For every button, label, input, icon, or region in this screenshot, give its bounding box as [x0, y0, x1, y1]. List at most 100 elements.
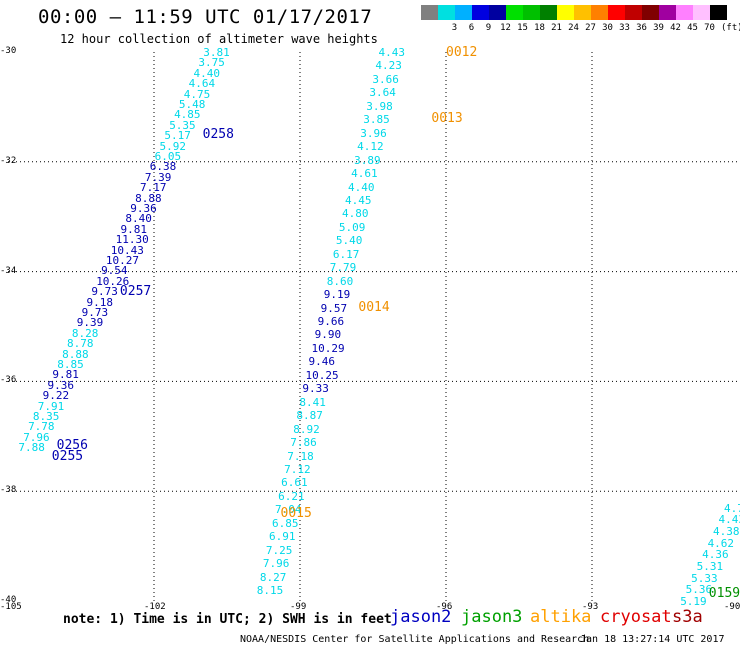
satellite-name: altika	[530, 607, 592, 627]
satellite-name: s3a	[672, 607, 703, 627]
lat-tick-label: -36	[0, 375, 17, 386]
timestamp-text: Jan 18 13:27:14 UTC 2017	[580, 634, 725, 645]
wave-height-label: 7.04	[275, 503, 302, 517]
lon-tick-label: -93	[582, 602, 599, 612]
wave-height-label: 7.96	[262, 557, 290, 571]
wave-height-label: 6.91	[268, 530, 296, 544]
wave-height-label: 9.66	[317, 315, 345, 328]
wave-height-label: 8.41	[299, 395, 326, 409]
wave-height-label: 6.21	[278, 489, 305, 503]
lon-tick-label: -99	[290, 602, 307, 612]
wave-height-label: 8.28	[71, 326, 99, 340]
wave-height-label: 10.43	[110, 243, 144, 257]
legend-swatch	[472, 5, 489, 20]
wave-height-label: 6.38	[149, 160, 177, 174]
wave-height-label: 9.39	[76, 316, 104, 330]
wave-height-label: 4.40	[193, 66, 221, 80]
wave-height-label: 8.92	[293, 422, 320, 436]
wave-height-label: 10.29	[311, 341, 345, 355]
pass-label: 0255	[51, 448, 84, 464]
legend-swatch	[455, 5, 472, 20]
legend-swatch	[438, 5, 455, 20]
wave-height-label: 4.80	[341, 207, 369, 221]
lat-tick-label: -30	[0, 46, 17, 56]
wave-height-label: 4.45	[345, 193, 372, 207]
wave-height-label: 9.54	[101, 264, 128, 278]
legend-swatch	[591, 5, 608, 20]
wave-height-label: 9.73	[91, 285, 118, 299]
chart-subtitle: 12 hour collection of altimeter wave hei…	[60, 32, 378, 46]
wave-height-label: 7.79	[329, 261, 357, 275]
legend-swatch	[523, 5, 540, 20]
pass-label: 0256	[56, 437, 88, 453]
wave-height-label: 4.23	[375, 59, 402, 73]
legend-swatch	[557, 5, 574, 20]
wave-height-label: 4.38	[713, 525, 740, 538]
legend-swatch	[710, 5, 727, 20]
wave-height-label: 3.81	[203, 46, 230, 59]
legend-label: 36	[636, 23, 647, 33]
wave-height-label: 7.39	[144, 170, 172, 184]
wave-height-label: 5.92	[159, 139, 186, 153]
wave-height-label: 6.61	[281, 476, 308, 490]
wave-height-label: 9.22	[42, 389, 70, 403]
lat-tick-label: -32	[0, 155, 17, 166]
pass-label: 0257	[119, 283, 152, 299]
wave-height-label: 7.18	[287, 449, 314, 463]
pass-label: 0258	[202, 127, 234, 143]
legend-swatch	[676, 5, 693, 20]
legend-label: 33	[619, 23, 630, 33]
lon-tick-label: -90	[724, 602, 740, 612]
lat-tick-label: -38	[0, 485, 17, 496]
legend-label: 27	[585, 23, 596, 33]
wave-height-label: 5.48	[178, 98, 206, 111]
wave-height-label: 3.66	[372, 72, 399, 86]
wave-height-label: 10.27	[105, 254, 140, 268]
lat-tick-label: -40	[0, 595, 17, 605]
legend-label: 12	[500, 23, 511, 33]
wave-height-label: 5.36	[685, 583, 713, 597]
wave-height-label: 5.19	[680, 595, 707, 608]
legend-swatch	[693, 5, 710, 20]
wave-height-label: 8.27	[259, 570, 287, 584]
credit-text: NOAA/NESDIS Center for Satellite Applica…	[240, 634, 590, 645]
wave-height-label: 4.75	[183, 87, 211, 101]
wave-height-label: 8.87	[296, 409, 323, 423]
wave-height-label: 9.18	[86, 295, 113, 309]
wave-height-label: 8.35	[32, 410, 60, 424]
legend-swatch	[659, 5, 676, 20]
wave-height-label: 4.7	[724, 501, 740, 515]
pass-label: 0012	[446, 45, 478, 60]
wave-height-label: 5.35	[169, 118, 196, 132]
wave-height-label: 8.88	[135, 191, 162, 205]
wave-height-label: 4.61	[351, 167, 378, 181]
satellite-name: cryosat	[600, 607, 672, 627]
legend-label: 42	[670, 23, 681, 33]
wave-height-label: 9.33	[302, 382, 329, 396]
wave-height-label: 11.30	[115, 233, 149, 247]
wave-height-label: 7.91	[37, 399, 65, 413]
wave-height-label: 4.43	[378, 46, 405, 59]
wave-height-label: 8.60	[326, 274, 354, 288]
wave-height-label: 4.36	[702, 548, 729, 562]
legend-swatch	[574, 5, 591, 20]
wave-height-label: 9.81	[120, 222, 148, 236]
wave-height-label: 5.09	[338, 220, 366, 234]
wave-height-label: 4.12	[357, 140, 384, 154]
wave-height-label: 9.90	[314, 328, 342, 342]
footer-note: note: 1) Time is in UTC; 2) SWH is in fe…	[63, 612, 392, 627]
wave-height-label: 7.96	[23, 430, 50, 444]
wave-height-label: 4.64	[188, 77, 216, 91]
wave-height-label: 9.46	[308, 355, 336, 369]
lon-tick-label: -105	[0, 602, 22, 612]
pass-label: 0014	[358, 300, 390, 316]
wave-height-label: 10.25	[305, 368, 339, 382]
wave-height-label: 10.26	[96, 274, 130, 288]
wave-height-label: 7.25	[265, 543, 293, 557]
satellite-name: jason2	[390, 607, 452, 627]
legend-label: 18	[534, 23, 545, 33]
wave-height-label: 3.85	[363, 113, 390, 127]
wave-height-label: 3.89	[354, 153, 381, 167]
wave-height-label: 4.85	[174, 108, 201, 122]
